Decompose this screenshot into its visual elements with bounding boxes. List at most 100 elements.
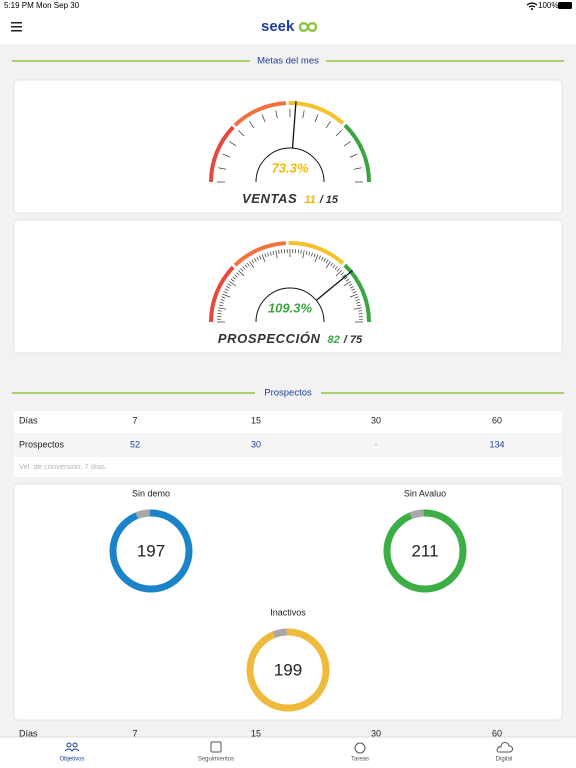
gauge-tick: [259, 255, 262, 260]
gauge-tick: [302, 110, 305, 119]
gauge-tick: [332, 264, 336, 269]
gauge-tick: [221, 296, 226, 299]
gauge-tick: [232, 276, 237, 280]
table-cell: -: [375, 439, 378, 449]
gauge-tick: [342, 274, 346, 278]
gauge-tick: [349, 293, 358, 298]
gauge-tick: [238, 130, 245, 137]
wifi-dot: [531, 8, 533, 10]
gauge-tick: [300, 249, 302, 254]
menu-button[interactable]: [11, 22, 22, 32]
gauge-tick: [334, 266, 338, 270]
gauge-separator: /: [319, 194, 325, 206]
gauge-separator: /: [343, 334, 349, 346]
donut-gap: [272, 628, 287, 639]
gauge-tick: [246, 262, 250, 267]
gauge-tick: [264, 253, 267, 258]
gauge-tick: [336, 268, 340, 272]
gauge-tick: [330, 262, 334, 267]
gauge-tick: [267, 252, 270, 257]
gauge-tick: [244, 264, 248, 269]
tab-label: Seguimientos: [198, 757, 234, 763]
gauge-arc: [288, 241, 345, 265]
gauge-tick: [353, 307, 362, 310]
gauge-tick: [349, 153, 358, 158]
donut-value: 197: [137, 541, 165, 560]
table-cell: 7: [132, 728, 137, 738]
table-cell: 134: [489, 439, 504, 449]
gauge-tick: [348, 283, 353, 287]
gauge-needle: [291, 101, 297, 149]
tab[interactable]: Digital: [496, 742, 514, 763]
tab-label: Objetivos: [59, 757, 84, 763]
table-cell: 30: [371, 415, 381, 425]
gauge-percent: 73.3%: [272, 160, 309, 175]
wifi-icon: [526, 2, 538, 8]
gauge-tick: [251, 259, 255, 264]
gauge-tick: [318, 255, 321, 260]
gauge-tick: [226, 286, 230, 289]
gauge-label: PROSPECCIÓN 82/75: [218, 331, 363, 346]
table-cell: 15: [251, 728, 261, 738]
gauge-tick: [355, 299, 360, 302]
gauge-tick: [313, 253, 316, 258]
tab[interactable]: Seguimientos: [198, 741, 234, 763]
donut-gap: [409, 509, 424, 520]
gauge-tick: [254, 258, 257, 262]
gauge-tick: [358, 310, 363, 312]
gauge-name: PROSPECCIÓN: [218, 331, 321, 346]
table-cell: 60: [492, 728, 502, 738]
gauge-target: 75: [350, 334, 363, 346]
gauge-tick: [335, 270, 342, 277]
table-cell: 52: [130, 439, 140, 449]
gauge-tick: [218, 307, 227, 310]
donut-label: Inactivos: [270, 607, 306, 617]
gauge-tick: [343, 276, 348, 280]
gauge-tick: [343, 281, 351, 287]
table-cell: 30: [371, 728, 381, 738]
gauge-tick: [310, 252, 313, 257]
gauge-tick: [335, 130, 342, 137]
gauge-arc: [288, 101, 345, 125]
tab[interactable]: Tareas: [351, 742, 369, 763]
gauge-tick: [242, 266, 246, 270]
gauge-tick: [323, 258, 326, 262]
table-cell: 60: [492, 415, 502, 425]
gauge-tick: [227, 283, 232, 287]
gauge-tick: [345, 278, 350, 282]
table-cell: Días: [19, 415, 38, 425]
tab[interactable]: Objetivos: [59, 742, 85, 763]
battery-icon: [558, 2, 572, 9]
gauge-tick: [220, 299, 225, 302]
section-title: Prospectos: [264, 388, 312, 399]
gauge-arc: [343, 123, 371, 183]
gauge-arc: [343, 263, 371, 323]
gauge-tick: [256, 256, 259, 261]
tab-bar: [0, 737, 576, 768]
tab-label: Digital: [496, 757, 513, 763]
gauge-tick: [275, 110, 278, 119]
table-row: [14, 457, 562, 477]
gauge-target: 15: [326, 194, 339, 206]
gauge-tick: [278, 249, 280, 254]
section-title: Metas del mes: [257, 56, 319, 67]
gauge-tick: [218, 167, 227, 170]
gauge-tick: [230, 278, 235, 282]
gauge-tick: [218, 304, 223, 307]
gauge-percent: 109.3%: [268, 300, 313, 315]
status-date: Mon Sep 30: [36, 1, 80, 10]
status-time: 5:19 PM: [4, 1, 34, 10]
gauge-tick: [321, 256, 324, 261]
gauge-tick: [249, 261, 255, 269]
gauge-tick: [272, 250, 275, 255]
gauge-tick: [352, 291, 357, 294]
logo-infinity: [298, 22, 318, 32]
tab-icon: [66, 742, 72, 748]
gauge-tick: [249, 121, 255, 129]
menu-line: [11, 22, 22, 24]
donut-ring: [383, 509, 467, 593]
gauge-tick: [354, 296, 359, 299]
gauge-tick: [229, 281, 237, 287]
gauge-hub: [255, 287, 325, 323]
